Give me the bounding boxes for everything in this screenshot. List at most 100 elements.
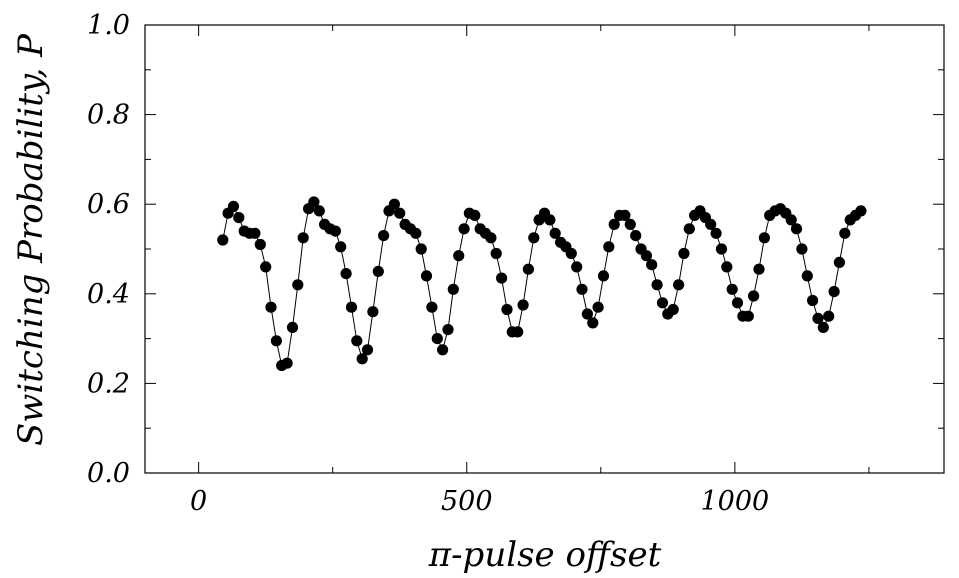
data-point <box>721 261 733 273</box>
y-tick-label: 0.8 <box>87 100 130 131</box>
x-tick-label: 1000 <box>701 486 770 517</box>
data-point <box>839 227 851 239</box>
data-point <box>378 230 390 242</box>
data-point <box>817 321 829 333</box>
data-point <box>490 247 502 260</box>
data-point <box>581 308 594 320</box>
x-axis-tick-labels: 0 500 1000 <box>190 486 769 517</box>
data-point <box>367 306 379 318</box>
data-point <box>812 312 824 324</box>
data-point <box>748 290 760 302</box>
data-point <box>667 303 679 316</box>
data-point <box>458 223 470 235</box>
data-point <box>351 335 363 347</box>
data-point <box>715 243 728 255</box>
data-point <box>630 230 642 242</box>
data-point <box>270 335 282 347</box>
y-tick-label: 1.0 <box>87 10 130 41</box>
data-point <box>281 357 293 369</box>
data-point <box>528 232 540 244</box>
data-point <box>592 301 604 313</box>
x-axis-title: π-pulse offset <box>428 535 662 575</box>
data-point <box>453 250 465 262</box>
data-point <box>297 232 309 244</box>
y-axis-tick-labels: 0.0 0.2 0.4 0.6 0.8 1.0 <box>87 10 130 489</box>
data-point <box>587 317 599 329</box>
data-point <box>807 294 819 307</box>
y-axis-title: Switching Probability, P <box>11 33 51 446</box>
data-point <box>286 321 299 333</box>
data-point <box>785 214 797 226</box>
data-point <box>469 209 481 221</box>
data-point <box>410 227 422 239</box>
data-point <box>731 297 744 309</box>
data-point <box>335 241 347 253</box>
data-point <box>260 261 272 273</box>
data-point <box>576 283 588 295</box>
data-point <box>345 301 358 313</box>
data-point <box>437 344 449 356</box>
data-point <box>801 270 813 282</box>
data-point <box>742 310 754 322</box>
y-tick-label: 0.4 <box>87 279 130 310</box>
data-point <box>624 218 636 230</box>
data-point <box>447 283 459 295</box>
data-point <box>485 232 497 244</box>
x-tick-label: 500 <box>441 486 493 517</box>
data-point <box>640 250 653 262</box>
data-point <box>415 243 427 255</box>
y-tick-label: 0.2 <box>87 368 130 399</box>
series-connecting-line <box>222 201 862 367</box>
data-point <box>790 223 803 235</box>
data-point <box>517 299 529 311</box>
data-point <box>796 243 808 255</box>
data-point <box>651 279 663 291</box>
data-point <box>656 297 669 309</box>
data-point <box>603 241 615 253</box>
data-points <box>217 196 867 372</box>
data-point <box>356 353 368 365</box>
data-point <box>833 256 846 268</box>
data-point <box>512 326 524 338</box>
data-point <box>565 247 577 260</box>
data-point <box>710 227 722 239</box>
data-point <box>265 301 277 313</box>
data-point <box>549 227 561 239</box>
data-point <box>828 286 840 298</box>
data-point <box>571 261 583 273</box>
data-point <box>678 247 690 260</box>
data-point <box>597 270 610 282</box>
data-point <box>501 303 513 316</box>
data-point <box>619 209 631 221</box>
data-point <box>646 259 658 271</box>
data-point <box>292 279 304 291</box>
y-tick-label: 0.0 <box>87 458 130 489</box>
data-point <box>308 196 320 208</box>
plot-frame <box>144 24 945 474</box>
data-point <box>683 223 695 235</box>
data-point <box>544 214 556 226</box>
data-point <box>233 212 245 224</box>
data-point <box>442 324 454 336</box>
data-point <box>823 310 835 322</box>
data-point <box>705 218 717 230</box>
data-point <box>372 265 384 277</box>
data-point <box>340 268 352 280</box>
data-point <box>608 218 620 230</box>
data-point <box>726 283 738 295</box>
data-point <box>361 344 374 356</box>
data-point <box>329 225 341 237</box>
data-point <box>855 205 867 217</box>
y-tick-label: 0.6 <box>87 189 130 220</box>
data-point <box>254 238 266 251</box>
data-point <box>496 272 508 284</box>
y-axis-ticks <box>145 24 944 474</box>
data-point <box>388 198 400 210</box>
data-point <box>227 200 240 212</box>
data-point <box>249 227 261 239</box>
data-point <box>673 279 685 291</box>
data-point <box>758 232 771 244</box>
x-tick-label: 0 <box>190 486 207 517</box>
data-point <box>394 207 406 219</box>
